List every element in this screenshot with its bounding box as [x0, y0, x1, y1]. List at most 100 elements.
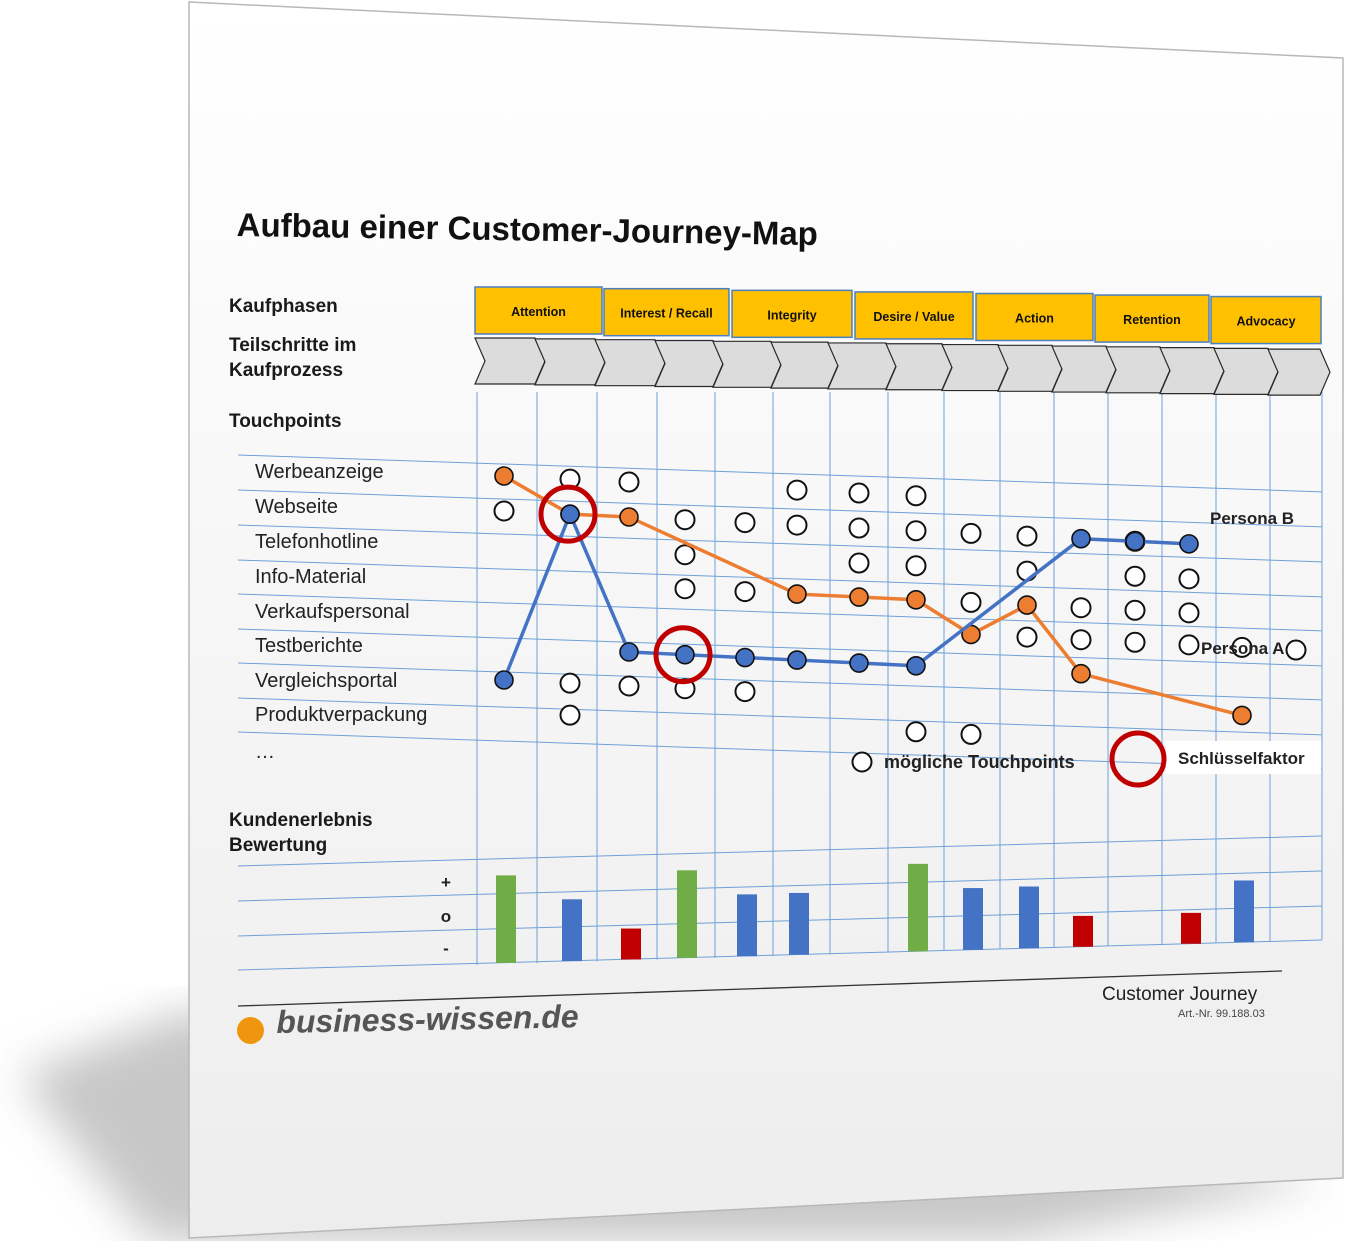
persona-b-point	[735, 647, 755, 668]
possible-touchpoint-circle	[1016, 560, 1038, 582]
rating-bar	[621, 928, 641, 960]
document-title: Customer Journey	[1102, 984, 1258, 1005]
step-chevron	[827, 342, 897, 390]
rating-grid-line	[237, 835, 1323, 867]
phase-label: Integrity	[767, 308, 816, 322]
label-touchpoints: Touchpoints	[229, 411, 342, 432]
persona-a-point	[1232, 705, 1252, 726]
possible-touchpoint-circle	[1124, 599, 1146, 621]
persona-b-point	[1125, 531, 1145, 552]
step-chevron	[1213, 347, 1279, 395]
rating-scale-label: +	[441, 873, 451, 892]
grid-row-line	[237, 559, 1323, 598]
possible-touchpoint-circle	[905, 555, 927, 577]
possible-touchpoint-circle	[1124, 631, 1146, 653]
possible-touchpoint-circle	[674, 509, 696, 531]
persona-a-point	[1017, 595, 1037, 615]
possible-touchpoint-circle	[734, 581, 756, 603]
rating-bar	[789, 892, 809, 955]
rating-bar	[496, 875, 516, 963]
persona-a-point	[787, 584, 807, 604]
phase-box	[1210, 295, 1322, 345]
phase-box	[603, 287, 730, 337]
rating-bar	[1073, 915, 1093, 947]
persona-b-point	[849, 653, 869, 673]
grid-row-line	[237, 662, 1323, 701]
touchpoint-label: Telefonhotline	[255, 531, 379, 553]
footer-divider	[237, 970, 1283, 1007]
phase-box	[975, 292, 1094, 342]
possible-touchpoint-circle	[734, 681, 756, 703]
step-chevron	[770, 341, 839, 389]
grid-row-line	[237, 628, 1323, 667]
persona-b-label: Persona B	[1210, 509, 1294, 528]
legend-key-background	[1166, 741, 1321, 774]
article-number: Art.-Nr. 99.188.03	[1178, 1008, 1265, 1020]
phase-box	[854, 291, 974, 340]
possible-touchpoint-circle	[905, 721, 927, 743]
possible-touchpoint-circle	[1178, 634, 1200, 656]
rating-bar	[908, 863, 928, 952]
possible-touchpoint-circle	[1070, 629, 1092, 651]
possible-touchpoint-circle	[1124, 565, 1146, 587]
grid-row-line	[237, 593, 1323, 632]
possible-touchpoint-circle	[960, 591, 982, 613]
possible-touchpoint-circle	[618, 471, 640, 493]
persona-b-point	[494, 670, 514, 690]
touchpoint-label: Produktverpackung	[255, 704, 428, 726]
label-kaufphasen: Kaufphasen	[229, 296, 338, 317]
persona-b-point	[675, 644, 695, 665]
rating-bar	[1019, 886, 1039, 949]
possible-touchpoint-circle	[786, 479, 808, 501]
touchpoint-label: Vergleichsportal	[255, 670, 398, 692]
rating-grid-line	[237, 870, 1323, 902]
possible-touchpoint-circle	[786, 514, 808, 536]
rating-bar	[1234, 880, 1254, 943]
possible-touchpoint-circle	[1178, 602, 1200, 624]
possible-touchpoint-circle	[618, 675, 640, 697]
step-chevron	[1267, 348, 1331, 396]
brand-logo-dot	[237, 1017, 264, 1044]
step-chevron	[474, 337, 546, 385]
step-chevron	[941, 343, 1009, 392]
step-chevron	[534, 338, 606, 386]
persona-a-label: Persona A	[1201, 639, 1284, 658]
phase-label: Action	[1015, 312, 1054, 326]
key-factor-ring	[538, 484, 598, 544]
rating-bar	[677, 870, 697, 958]
possible-touchpoint-circle	[1070, 597, 1092, 619]
possible-touchpoint-circle	[1285, 639, 1307, 661]
possible-touchpoint-circle	[960, 522, 982, 544]
grid-row-line	[237, 454, 1323, 493]
rating-scale-label: -	[443, 939, 449, 958]
step-chevron	[712, 340, 782, 388]
legend-circle-icon	[851, 751, 873, 773]
grid-row-line	[237, 489, 1323, 528]
possible-touchpoint-circle	[1231, 636, 1253, 658]
persona-b-point	[906, 655, 926, 676]
possible-touchpoint-circle	[848, 517, 870, 539]
legend-key-label: Schlüsselfaktor	[1178, 749, 1305, 768]
persona-a-point	[1071, 663, 1091, 684]
touchpoint-label: …	[255, 741, 275, 763]
rating-bar	[1181, 912, 1201, 944]
step-chevron	[885, 343, 953, 391]
grid-lines	[237, 392, 1323, 971]
persona-a-line	[503, 474, 1243, 718]
rating-grid-line	[237, 939, 1323, 971]
brand-logo-text: business-wissen.de	[276, 998, 579, 1040]
rating-scale-label: o	[441, 907, 451, 926]
possible-touchpoint-circle	[1016, 525, 1038, 547]
persona-b-point	[619, 642, 639, 662]
legend-ring-icon	[1109, 730, 1167, 788]
persona-b-point	[1179, 534, 1199, 554]
persona-a-point	[619, 507, 639, 527]
possible-touchpoint-circle	[734, 512, 756, 534]
touchpoint-label: Werbeanzeige	[255, 461, 384, 483]
possible-touchpoint-circle	[905, 485, 927, 507]
step-chevron	[654, 339, 724, 388]
possible-touchpoint-circle	[848, 482, 870, 504]
phase-box	[731, 289, 853, 339]
